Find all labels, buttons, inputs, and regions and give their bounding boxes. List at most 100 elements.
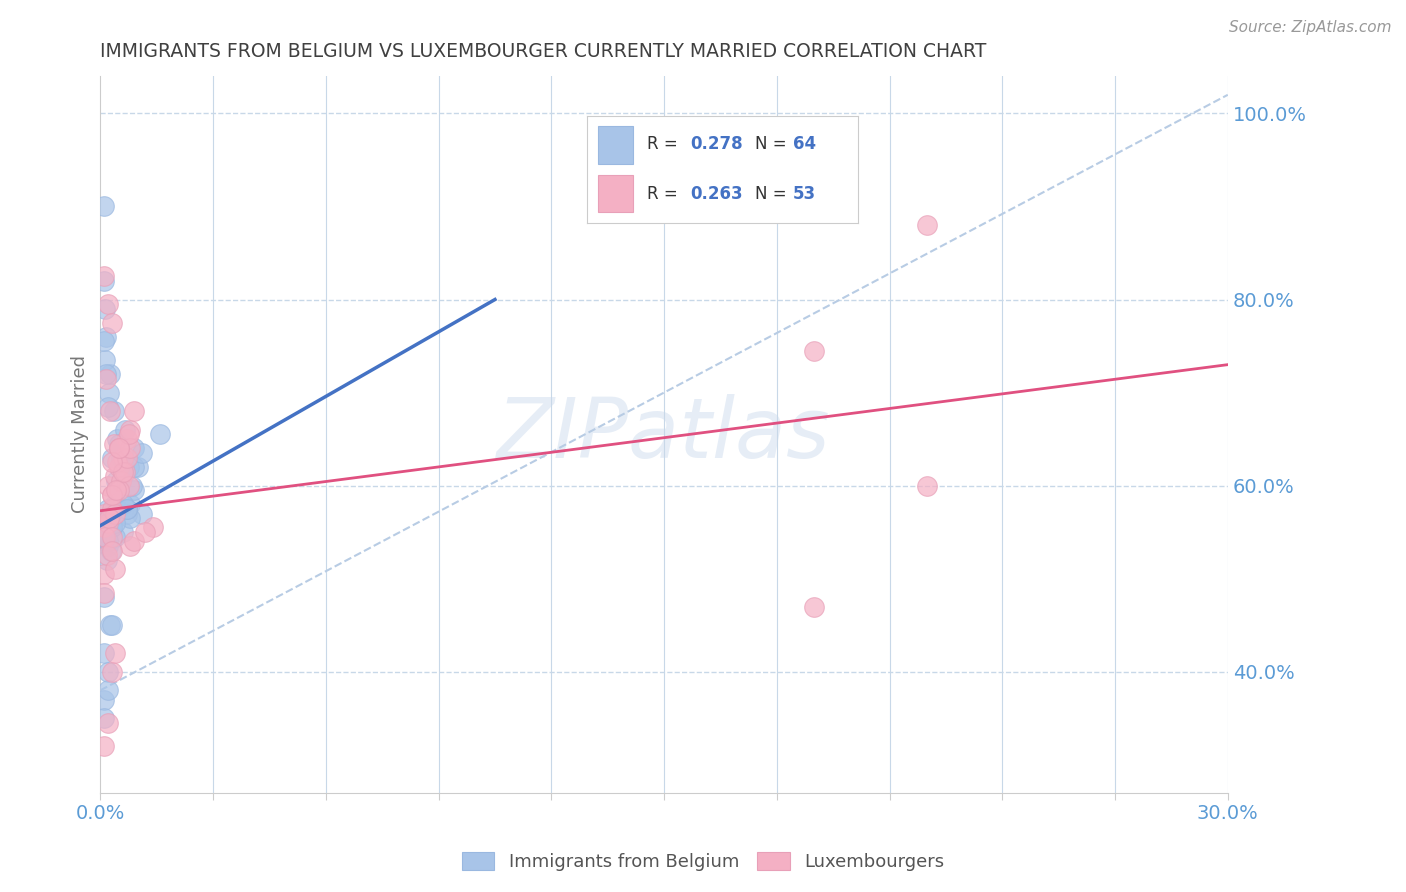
Point [103,436,125,450]
Point [97,501,120,516]
Point [131,507,153,521]
Point [120,539,142,553]
Point [97,534,120,549]
Point [93,199,115,213]
Point [94,301,117,316]
Point [97,511,120,525]
Point [98,618,121,632]
Point [115,450,138,465]
Point [122,483,145,498]
Point [803,599,825,614]
Point [93,274,115,288]
Point [97,297,120,311]
Point [93,520,115,534]
Point [100,543,122,558]
Point [111,469,134,483]
Point [117,460,139,475]
Point [97,478,120,492]
Point [104,646,127,660]
Point [915,218,938,232]
Point [94,530,117,544]
Point [105,432,128,446]
Point [117,501,139,516]
Point [98,404,121,418]
Point [108,442,131,456]
Point [100,543,122,558]
Point [108,436,131,450]
Point [149,427,172,442]
Point [114,423,136,437]
Point [93,567,115,582]
Point [100,530,122,544]
Point [100,520,122,534]
Point [93,591,115,605]
Point [93,507,115,521]
Point [104,516,127,530]
Point [97,539,120,553]
Point [122,460,145,475]
Point [97,665,120,679]
Point [93,739,115,753]
Point [100,501,122,516]
Point [120,423,142,437]
Point [134,525,156,540]
Text: Source: ZipAtlas.com: Source: ZipAtlas.com [1229,20,1392,35]
Point [93,711,115,725]
Point [111,450,134,465]
Point [97,516,120,530]
Point [115,507,138,521]
Legend: Immigrants from Belgium, Luxembourgers: Immigrants from Belgium, Luxembourgers [454,846,952,879]
Point [108,483,131,498]
Point [93,534,115,549]
Point [127,460,149,475]
Point [110,450,132,465]
Point [94,330,117,344]
Point [120,497,142,511]
Point [98,367,121,381]
Point [100,516,122,530]
Point [111,497,134,511]
Point [93,269,115,284]
Point [96,549,118,563]
Point [100,665,122,679]
Point [105,474,128,488]
Point [104,469,127,483]
Point [108,460,131,475]
Point [110,474,132,488]
Point [93,516,115,530]
Point [100,316,122,330]
Point [112,460,135,475]
Point [100,507,122,521]
Point [94,371,117,385]
Point [100,455,122,469]
Point [103,404,125,418]
Point [104,562,127,576]
Point [105,501,128,516]
Point [108,478,131,492]
Point [93,585,115,599]
Point [100,618,122,632]
Point [97,715,120,730]
Point [104,507,127,521]
Point [117,427,139,442]
Point [100,520,122,534]
Text: ZIPatlas: ZIPatlas [498,394,831,475]
Point [111,525,134,540]
Point [120,442,142,456]
Point [122,442,145,456]
Point [122,404,145,418]
Point [131,446,153,460]
Point [115,501,138,516]
Point [97,400,120,414]
Point [96,553,118,567]
Point [101,488,124,502]
Point [101,450,124,465]
Point [105,483,128,498]
Text: IMMIGRANTS FROM BELGIUM VS LUXEMBOURGER CURRENTLY MARRIED CORRELATION CHART: IMMIGRANTS FROM BELGIUM VS LUXEMBOURGER … [100,42,987,61]
Point [120,511,142,525]
Point [93,692,115,706]
Point [93,530,115,544]
Point [104,530,127,544]
Point [93,530,115,544]
Point [94,353,117,368]
